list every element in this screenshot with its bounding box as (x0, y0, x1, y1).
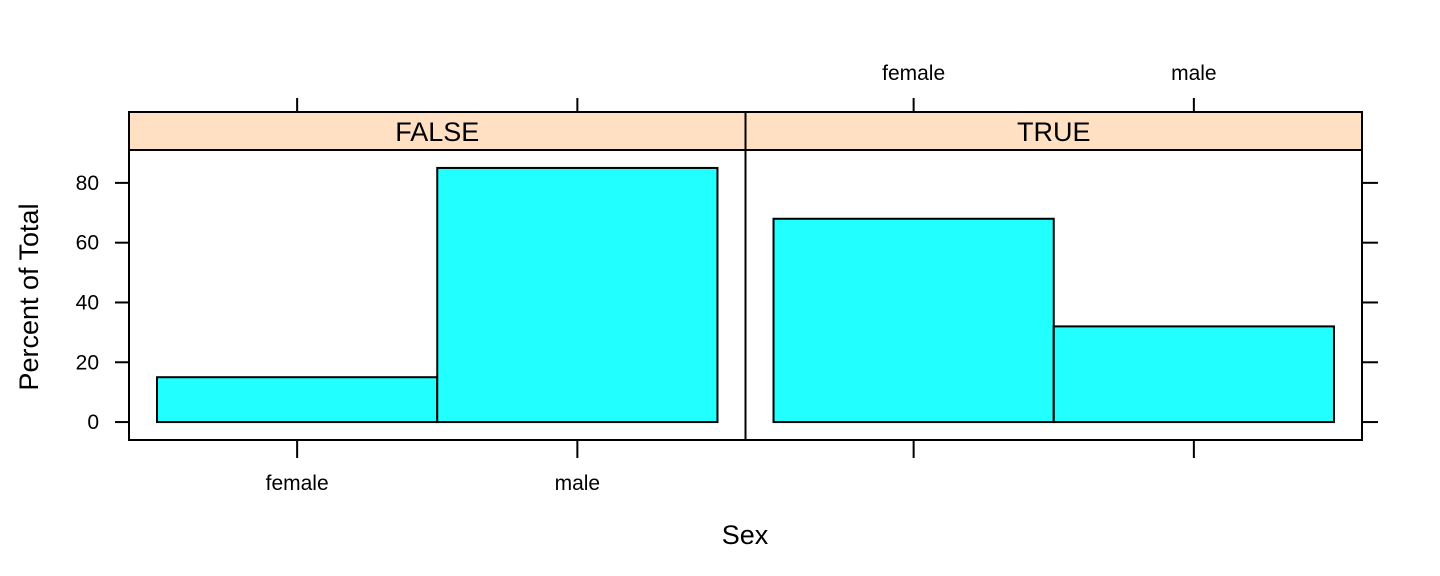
x-tick-label: male (555, 472, 601, 495)
axes: female male female male 0 20 40 60 80 (76, 62, 1378, 495)
bar-true-male (1052, 325, 1335, 424)
y-tick-label: 0 (87, 411, 99, 434)
strip-label-true: TRUE (1017, 117, 1091, 147)
y-tick-label: 80 (76, 172, 99, 195)
y-axis-title: Percent of Total (14, 203, 44, 390)
bar-true-female (772, 217, 1055, 424)
x-tick-label: female (266, 472, 329, 495)
bar-false-female (156, 376, 439, 424)
x-tick-label-top: male (1171, 62, 1217, 85)
panels: FALSE TRUE (128, 111, 1363, 441)
x-tick-label-top: female (882, 62, 945, 85)
bar-false-male (436, 166, 719, 424)
y-tick-label: 20 (76, 351, 99, 374)
strip-label-false: FALSE (395, 117, 479, 147)
x-axis-title: Sex (722, 520, 769, 550)
strip-frame-true (744, 111, 1363, 151)
y-tick-label: 60 (76, 232, 99, 255)
y-tick-label: 40 (76, 291, 99, 314)
